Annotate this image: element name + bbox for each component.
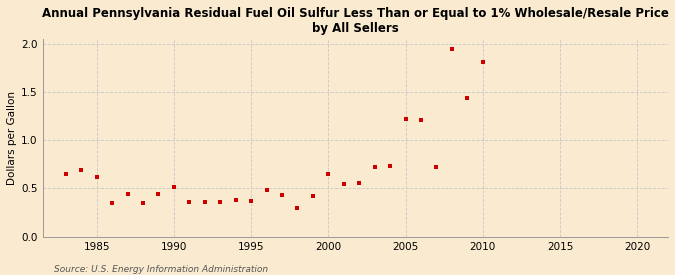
Point [60, 172, 71, 176]
Point [446, 46, 457, 51]
Point [107, 201, 117, 205]
Point [385, 164, 396, 169]
Point [184, 200, 194, 204]
Point [277, 193, 288, 197]
Point [246, 199, 256, 203]
Point [307, 194, 318, 198]
Point [199, 200, 210, 204]
Point [477, 60, 488, 64]
Point [261, 188, 272, 192]
Point [354, 180, 364, 185]
Point [76, 168, 86, 172]
Y-axis label: Dollars per Gallon: Dollars per Gallon [7, 91, 17, 185]
Point [215, 200, 225, 204]
Point [400, 117, 411, 121]
Point [338, 182, 349, 186]
Point [122, 192, 133, 196]
Point [462, 95, 472, 100]
Point [138, 201, 148, 205]
Point [369, 165, 380, 169]
Point [292, 205, 303, 210]
Point [431, 165, 442, 169]
Point [153, 192, 164, 196]
Point [323, 172, 333, 176]
Title: Annual Pennsylvania Residual Fuel Oil Sulfur Less Than or Equal to 1% Wholesale/: Annual Pennsylvania Residual Fuel Oil Su… [42, 7, 669, 35]
Point [416, 118, 427, 122]
Point [91, 175, 102, 179]
Point [230, 198, 241, 202]
Point [169, 184, 180, 189]
Text: Source: U.S. Energy Information Administration: Source: U.S. Energy Information Administ… [54, 265, 268, 274]
